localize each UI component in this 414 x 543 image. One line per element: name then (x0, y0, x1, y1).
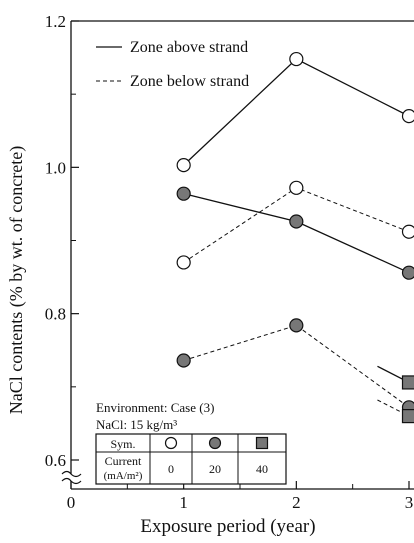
table-sym-header: Sym. (110, 437, 135, 451)
data-point (176, 353, 191, 368)
table-symbols (164, 436, 269, 450)
data-point (401, 109, 414, 124)
environment-text: Environment: Case (3) (96, 400, 214, 415)
data-point (176, 158, 191, 173)
y-axis: 0.6 0.8 1.0 1.2 (45, 12, 82, 489)
table-current-header: Current (105, 454, 142, 468)
series-line (183, 324, 410, 408)
symbol-table: Sym. Current (mA/m²) 0 20 40 (95, 433, 287, 485)
table-current-unit: (mA/m²) (104, 470, 143, 482)
data-point (401, 224, 414, 239)
data-point (176, 255, 191, 270)
y-tick-label: 1.2 (45, 12, 66, 31)
table-current-1: 20 (209, 462, 221, 476)
data-point (289, 180, 304, 195)
data-point (401, 375, 414, 390)
series-5 (377, 399, 414, 424)
x-tick-label: 3 (405, 493, 414, 512)
series-2 (176, 186, 414, 280)
nacl-text: NaCl: 15 kg/m³ (96, 417, 177, 432)
data-point (176, 186, 191, 201)
y-axis-label: NaCl contents (% by wt. of concrete) (6, 146, 27, 414)
legend: Zone above strand Zone below strand (96, 39, 249, 90)
data-point (289, 318, 304, 333)
x-tick-label: 1 (179, 493, 188, 512)
table-symbol-2 (255, 436, 269, 450)
y-tick-label: 0.8 (45, 305, 66, 324)
legend-label-above: Zone above strand (130, 39, 248, 56)
series-line (183, 193, 410, 274)
table-symbol-1 (208, 436, 222, 450)
legend-label-below: Zone below strand (130, 73, 249, 90)
x-tick-label: 0 (67, 493, 76, 512)
data-point (401, 265, 414, 280)
table-symbol-0 (164, 436, 178, 450)
y-tick-label: 1.0 (45, 158, 66, 177)
series-0 (176, 51, 414, 173)
data-point (289, 214, 304, 229)
symbol-table-border (95, 433, 287, 485)
data-point (401, 409, 414, 424)
plot-area (71, 20, 414, 424)
series-4 (377, 365, 414, 390)
x-axis: 0 1 2 3 (67, 481, 414, 512)
x-axis-label: Exposure period (year) (140, 516, 315, 537)
y-tick-label: 0.6 (45, 451, 66, 470)
table-current-0: 0 (168, 462, 174, 476)
environment-annotation: Environment: Case (3) NaCl: 15 kg/m³ Sym… (95, 400, 287, 485)
data-point (289, 51, 304, 67)
series-1 (176, 180, 414, 270)
table-current-2: 40 (256, 462, 268, 476)
x-tick-label: 2 (292, 493, 301, 512)
axis-break-mark (61, 470, 82, 478)
table-currents: 0 20 40 (168, 462, 268, 476)
